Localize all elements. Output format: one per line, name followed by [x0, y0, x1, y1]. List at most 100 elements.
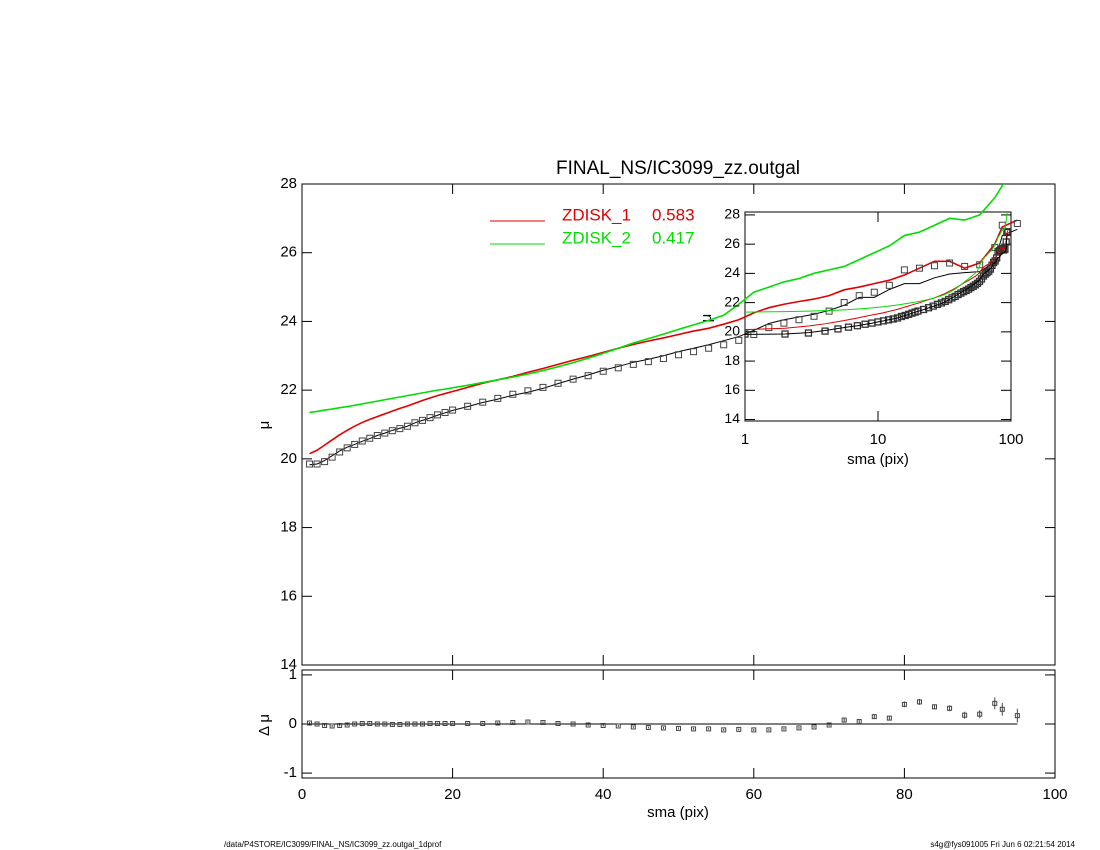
residual-point — [811, 724, 817, 730]
data-point — [426, 414, 434, 422]
residual-point — [932, 704, 938, 710]
residual-point — [706, 726, 712, 732]
x-tick-label: 100 — [998, 431, 1023, 448]
data-point — [735, 336, 743, 344]
y-tick-label: 14 — [280, 656, 297, 673]
residual-point — [796, 725, 802, 731]
y-tick-label: 24 — [280, 312, 297, 329]
residual-point — [419, 721, 425, 727]
residual-point — [630, 724, 636, 730]
residual-point — [691, 726, 697, 732]
residual-point — [615, 723, 621, 729]
inset-point — [884, 316, 893, 324]
residual-point — [389, 721, 395, 727]
residual-point — [540, 720, 546, 726]
y-tick-label: 22 — [724, 293, 740, 309]
residual-point — [585, 722, 591, 728]
residual-point — [442, 721, 448, 727]
residual-point — [337, 722, 343, 728]
y-tick-label: 20 — [724, 323, 740, 339]
data-point — [675, 351, 682, 359]
residual-point — [329, 723, 335, 729]
y-tick-label: 28 — [724, 206, 740, 222]
inset-point — [897, 312, 906, 321]
data-point — [885, 281, 893, 289]
data-point — [313, 460, 321, 468]
residual-point — [322, 722, 328, 728]
data-point — [403, 422, 411, 430]
residual-point — [781, 726, 787, 732]
y-tick-label: 16 — [280, 587, 297, 604]
legend-fraction: 0.583 — [652, 205, 695, 224]
y-tick-label: 18 — [724, 352, 740, 368]
data-point — [931, 262, 939, 270]
data-point — [584, 372, 592, 380]
residual-point — [766, 727, 772, 733]
residual-point — [495, 720, 501, 726]
component-line — [309, 219, 1018, 455]
data-point — [946, 259, 954, 267]
data-point — [780, 319, 788, 327]
residual-point — [826, 722, 832, 728]
inset-model-line — [745, 234, 1009, 335]
footer-path: /data/P4STORE/IC3099/FINAL_NS/IC3099_zz.… — [224, 840, 442, 849]
y-tick-label: 26 — [724, 235, 740, 251]
data-point — [321, 458, 329, 466]
x-tick-label: 40 — [595, 786, 612, 803]
data-point — [870, 288, 878, 296]
x-tick-label: 20 — [444, 786, 461, 803]
y-tick-label: 20 — [280, 450, 297, 467]
inset-point — [919, 305, 928, 314]
residual-point — [901, 701, 907, 707]
residual-point — [736, 726, 742, 732]
data-point — [358, 437, 366, 445]
residual-point — [660, 725, 666, 731]
residual-point — [600, 722, 606, 728]
data-point — [366, 434, 374, 442]
x-axis-label: sma (pix) — [647, 804, 709, 821]
inset-point — [929, 302, 937, 310]
residual-point — [962, 712, 968, 718]
residual-point — [307, 720, 313, 726]
residual-point — [947, 705, 953, 711]
residual-point — [450, 721, 456, 727]
chart-title: FINAL_NS/IC3099_zz.outgal — [556, 158, 800, 179]
residual-point — [555, 721, 561, 727]
residual-point — [374, 721, 380, 727]
y-tick-label: 24 — [724, 264, 740, 280]
data-point — [554, 379, 562, 387]
x-tick-label: 10 — [870, 431, 887, 448]
data-point — [659, 355, 667, 363]
legend-label: ZDISK_2 — [562, 228, 631, 247]
data-point — [494, 394, 502, 402]
data-point — [479, 398, 487, 406]
y-tick-label: 1 — [289, 666, 297, 683]
data-point — [306, 460, 314, 468]
inset-point — [937, 299, 946, 307]
model-line — [309, 228, 1018, 466]
data-point — [810, 312, 818, 320]
residual-point — [397, 721, 403, 727]
residual-point — [886, 715, 892, 721]
y-tick-label: 14 — [724, 410, 740, 426]
data-point — [441, 408, 449, 416]
residual-y-label: Δ μ — [256, 714, 273, 736]
data-point — [373, 431, 381, 439]
data-point — [705, 344, 713, 352]
y-tick-label: 16 — [724, 381, 740, 397]
data-point — [629, 360, 637, 368]
residual-point — [856, 719, 862, 725]
inset-y-label: μ — [698, 314, 715, 323]
inset-point — [879, 317, 888, 325]
y-axis-label: μ — [256, 421, 273, 430]
inset-x-label: sma (pix) — [847, 451, 909, 468]
component-line — [309, 184, 1005, 414]
data-point — [765, 324, 773, 332]
residual-point — [367, 721, 373, 727]
x-tick-label: 100 — [1042, 786, 1067, 803]
data-point — [976, 261, 984, 269]
x-tick-label: 60 — [745, 786, 762, 803]
residual-point — [359, 721, 365, 727]
residual-point — [314, 721, 320, 727]
